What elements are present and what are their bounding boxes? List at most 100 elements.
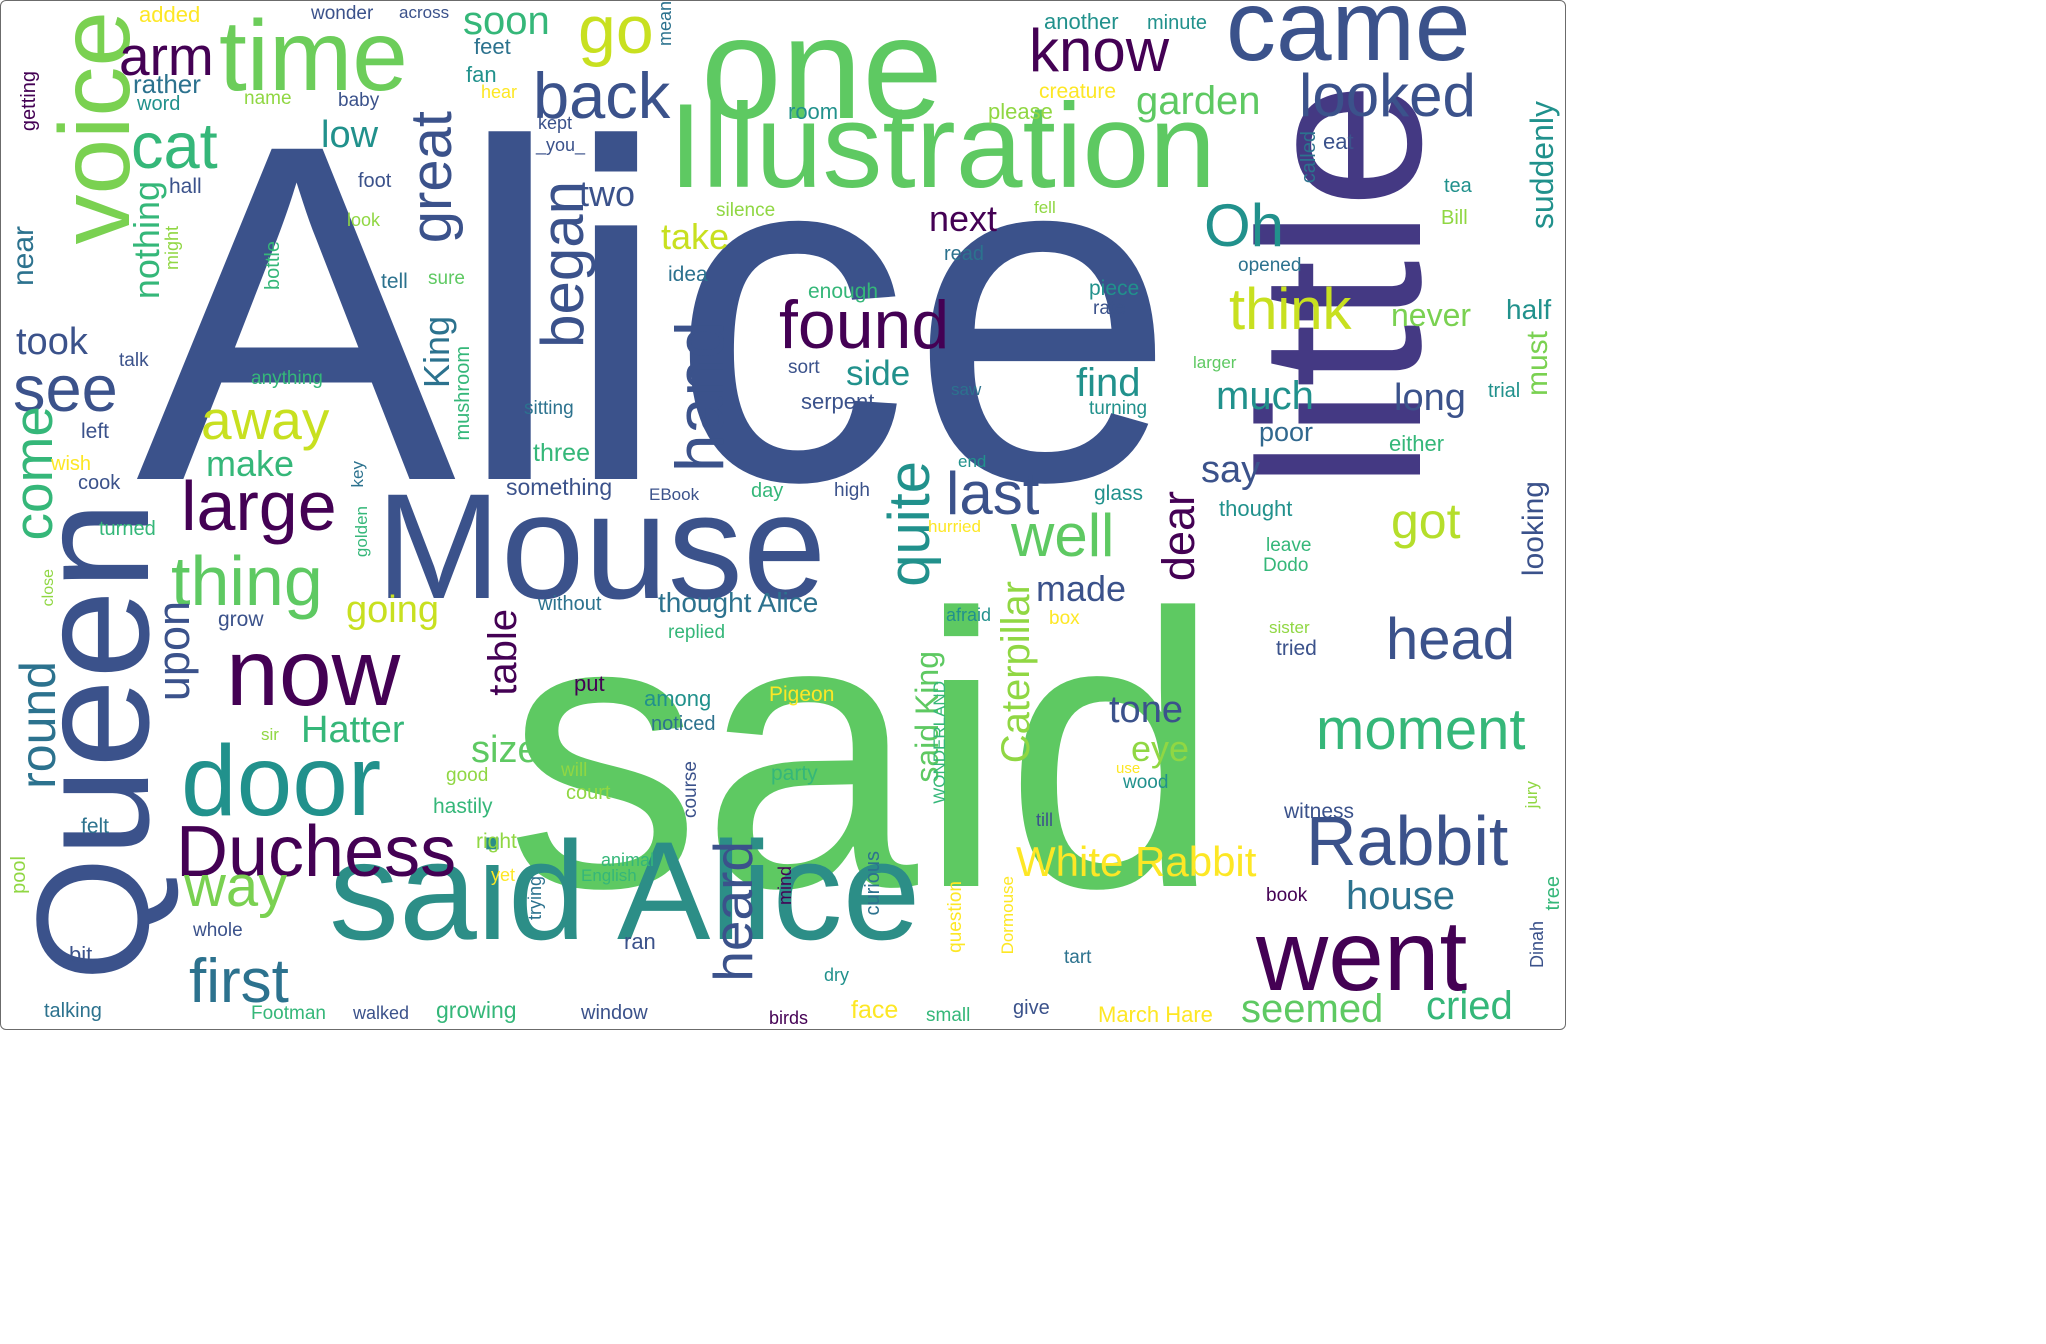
cloud-word: replied xyxy=(668,622,726,643)
cloud-word: last xyxy=(946,460,1040,527)
cloud-word: felt xyxy=(81,815,110,838)
cloud-word: grow xyxy=(218,608,264,631)
cloud-word: thought Alice xyxy=(658,587,819,618)
cloud-word: three xyxy=(533,439,590,467)
cloud-word: tried xyxy=(1276,637,1317,660)
cloud-word: creature xyxy=(1039,80,1117,103)
cloud-word: key xyxy=(348,461,367,488)
cloud-word: rate xyxy=(1093,298,1126,319)
cloud-word: feet xyxy=(474,34,511,59)
cloud-word: wish xyxy=(51,453,92,475)
cloud-word: Alice xyxy=(136,44,1177,581)
cloud-word: moment xyxy=(1316,697,1526,762)
cloud-word: day xyxy=(751,480,784,502)
cloud-word: way xyxy=(184,854,288,919)
cloud-word: afraid xyxy=(946,605,992,625)
cloud-word: till xyxy=(1036,810,1053,830)
cloud-word: please xyxy=(988,99,1053,124)
cloud-word: give xyxy=(1013,997,1050,1019)
cloud-word: mushroom xyxy=(452,346,474,441)
cloud-word: glass xyxy=(1094,482,1144,505)
cloud-word: must xyxy=(1521,331,1554,397)
cloud-word: thing xyxy=(171,542,323,620)
cloud-word: made xyxy=(1036,568,1127,609)
cloud-word: baby xyxy=(338,90,380,111)
cloud-word: read xyxy=(944,243,985,265)
cloud-word: bottle xyxy=(262,241,284,290)
cloud-word: came xyxy=(1226,0,1471,82)
cloud-word: large xyxy=(181,467,337,545)
cloud-word: box xyxy=(1049,608,1080,629)
cloud-word: dear xyxy=(1153,491,1204,582)
cloud-word: wood xyxy=(1123,772,1169,793)
cloud-word: right xyxy=(476,830,517,853)
cloud-word: rather xyxy=(133,69,201,99)
cloud-word: turned xyxy=(99,518,156,540)
cloud-word: English xyxy=(581,866,637,885)
cloud-word: idea xyxy=(668,263,708,286)
cloud-word: got xyxy=(1391,493,1461,549)
cloud-word: Hatter xyxy=(301,709,405,751)
cloud-word: now xyxy=(226,620,401,726)
cloud-word: tone xyxy=(1109,689,1183,731)
cloud-word: minute xyxy=(1147,12,1208,34)
cloud-word: thought xyxy=(1219,496,1293,521)
cloud-word: great xyxy=(399,111,464,244)
cloud-word: go xyxy=(578,0,654,68)
cloud-word: _you_ xyxy=(536,135,586,155)
cloud-word: birds xyxy=(769,1008,809,1028)
cloud-word: eye xyxy=(1131,728,1190,769)
cloud-word: table xyxy=(481,609,525,696)
cloud-word: sort xyxy=(788,357,820,378)
cloud-word: sitting xyxy=(524,398,574,419)
cloud-word: much xyxy=(1216,374,1314,418)
cloud-word: Duchess xyxy=(176,812,457,892)
cloud-word: talk xyxy=(119,350,149,371)
cloud-word: another xyxy=(1044,9,1119,34)
cloud-word: Caterpillar xyxy=(994,581,1038,764)
cloud-word: hastily xyxy=(433,795,493,818)
cloud-word: fan xyxy=(466,62,497,87)
cloud-word: side xyxy=(846,354,911,393)
cloud-word: seemed xyxy=(1241,987,1384,1030)
cloud-word: nothing xyxy=(126,181,167,300)
cloud-word: added xyxy=(139,2,201,27)
cloud-word: took xyxy=(16,321,88,363)
cloud-word: away xyxy=(201,389,330,451)
cloud-word: course xyxy=(680,761,701,819)
cloud-word: tree xyxy=(1542,876,1564,911)
cloud-word: cat xyxy=(131,109,218,182)
cloud-word: house xyxy=(1346,874,1455,918)
cloud-word: hand xyxy=(662,321,738,473)
cloud-word: find xyxy=(1076,361,1141,405)
cloud-word: might xyxy=(162,226,182,271)
cloud-word: foot xyxy=(358,170,392,192)
cloud-word: looking xyxy=(1517,481,1550,577)
cloud-word: whole xyxy=(193,920,243,941)
cloud-word: said Alice xyxy=(329,812,921,969)
cloud-word: either xyxy=(1389,431,1445,456)
cloud-word: called xyxy=(1298,131,1320,184)
cloud-word: kept xyxy=(538,113,573,133)
cloud-word: ran xyxy=(624,929,656,954)
cloud-word: turning xyxy=(1089,398,1148,419)
cloud-word: think xyxy=(1229,277,1352,342)
cloud-word: jury xyxy=(1522,781,1541,809)
word-cloud: Alice said little Mouse said Alice one Illustr… xyxy=(0,0,1566,1030)
cloud-word: will xyxy=(561,760,588,781)
cloud-word: book xyxy=(1266,885,1308,906)
cloud-word: high xyxy=(834,480,870,501)
cloud-word: question xyxy=(945,881,966,953)
cloud-word: Bill xyxy=(1441,207,1468,229)
cloud-word: head xyxy=(1386,607,1516,672)
cloud-word: make xyxy=(206,443,295,484)
cloud-word: suddenly xyxy=(1524,101,1560,230)
cloud-word: bit xyxy=(69,942,93,967)
cloud-word: trying xyxy=(525,876,545,921)
cloud-word: look xyxy=(347,210,381,230)
cloud-word: low xyxy=(321,114,379,156)
cloud-word: enough xyxy=(808,280,879,303)
cloud-word: know xyxy=(1029,17,1170,84)
cloud-word: near xyxy=(7,226,40,287)
cloud-word: getting xyxy=(18,71,40,132)
